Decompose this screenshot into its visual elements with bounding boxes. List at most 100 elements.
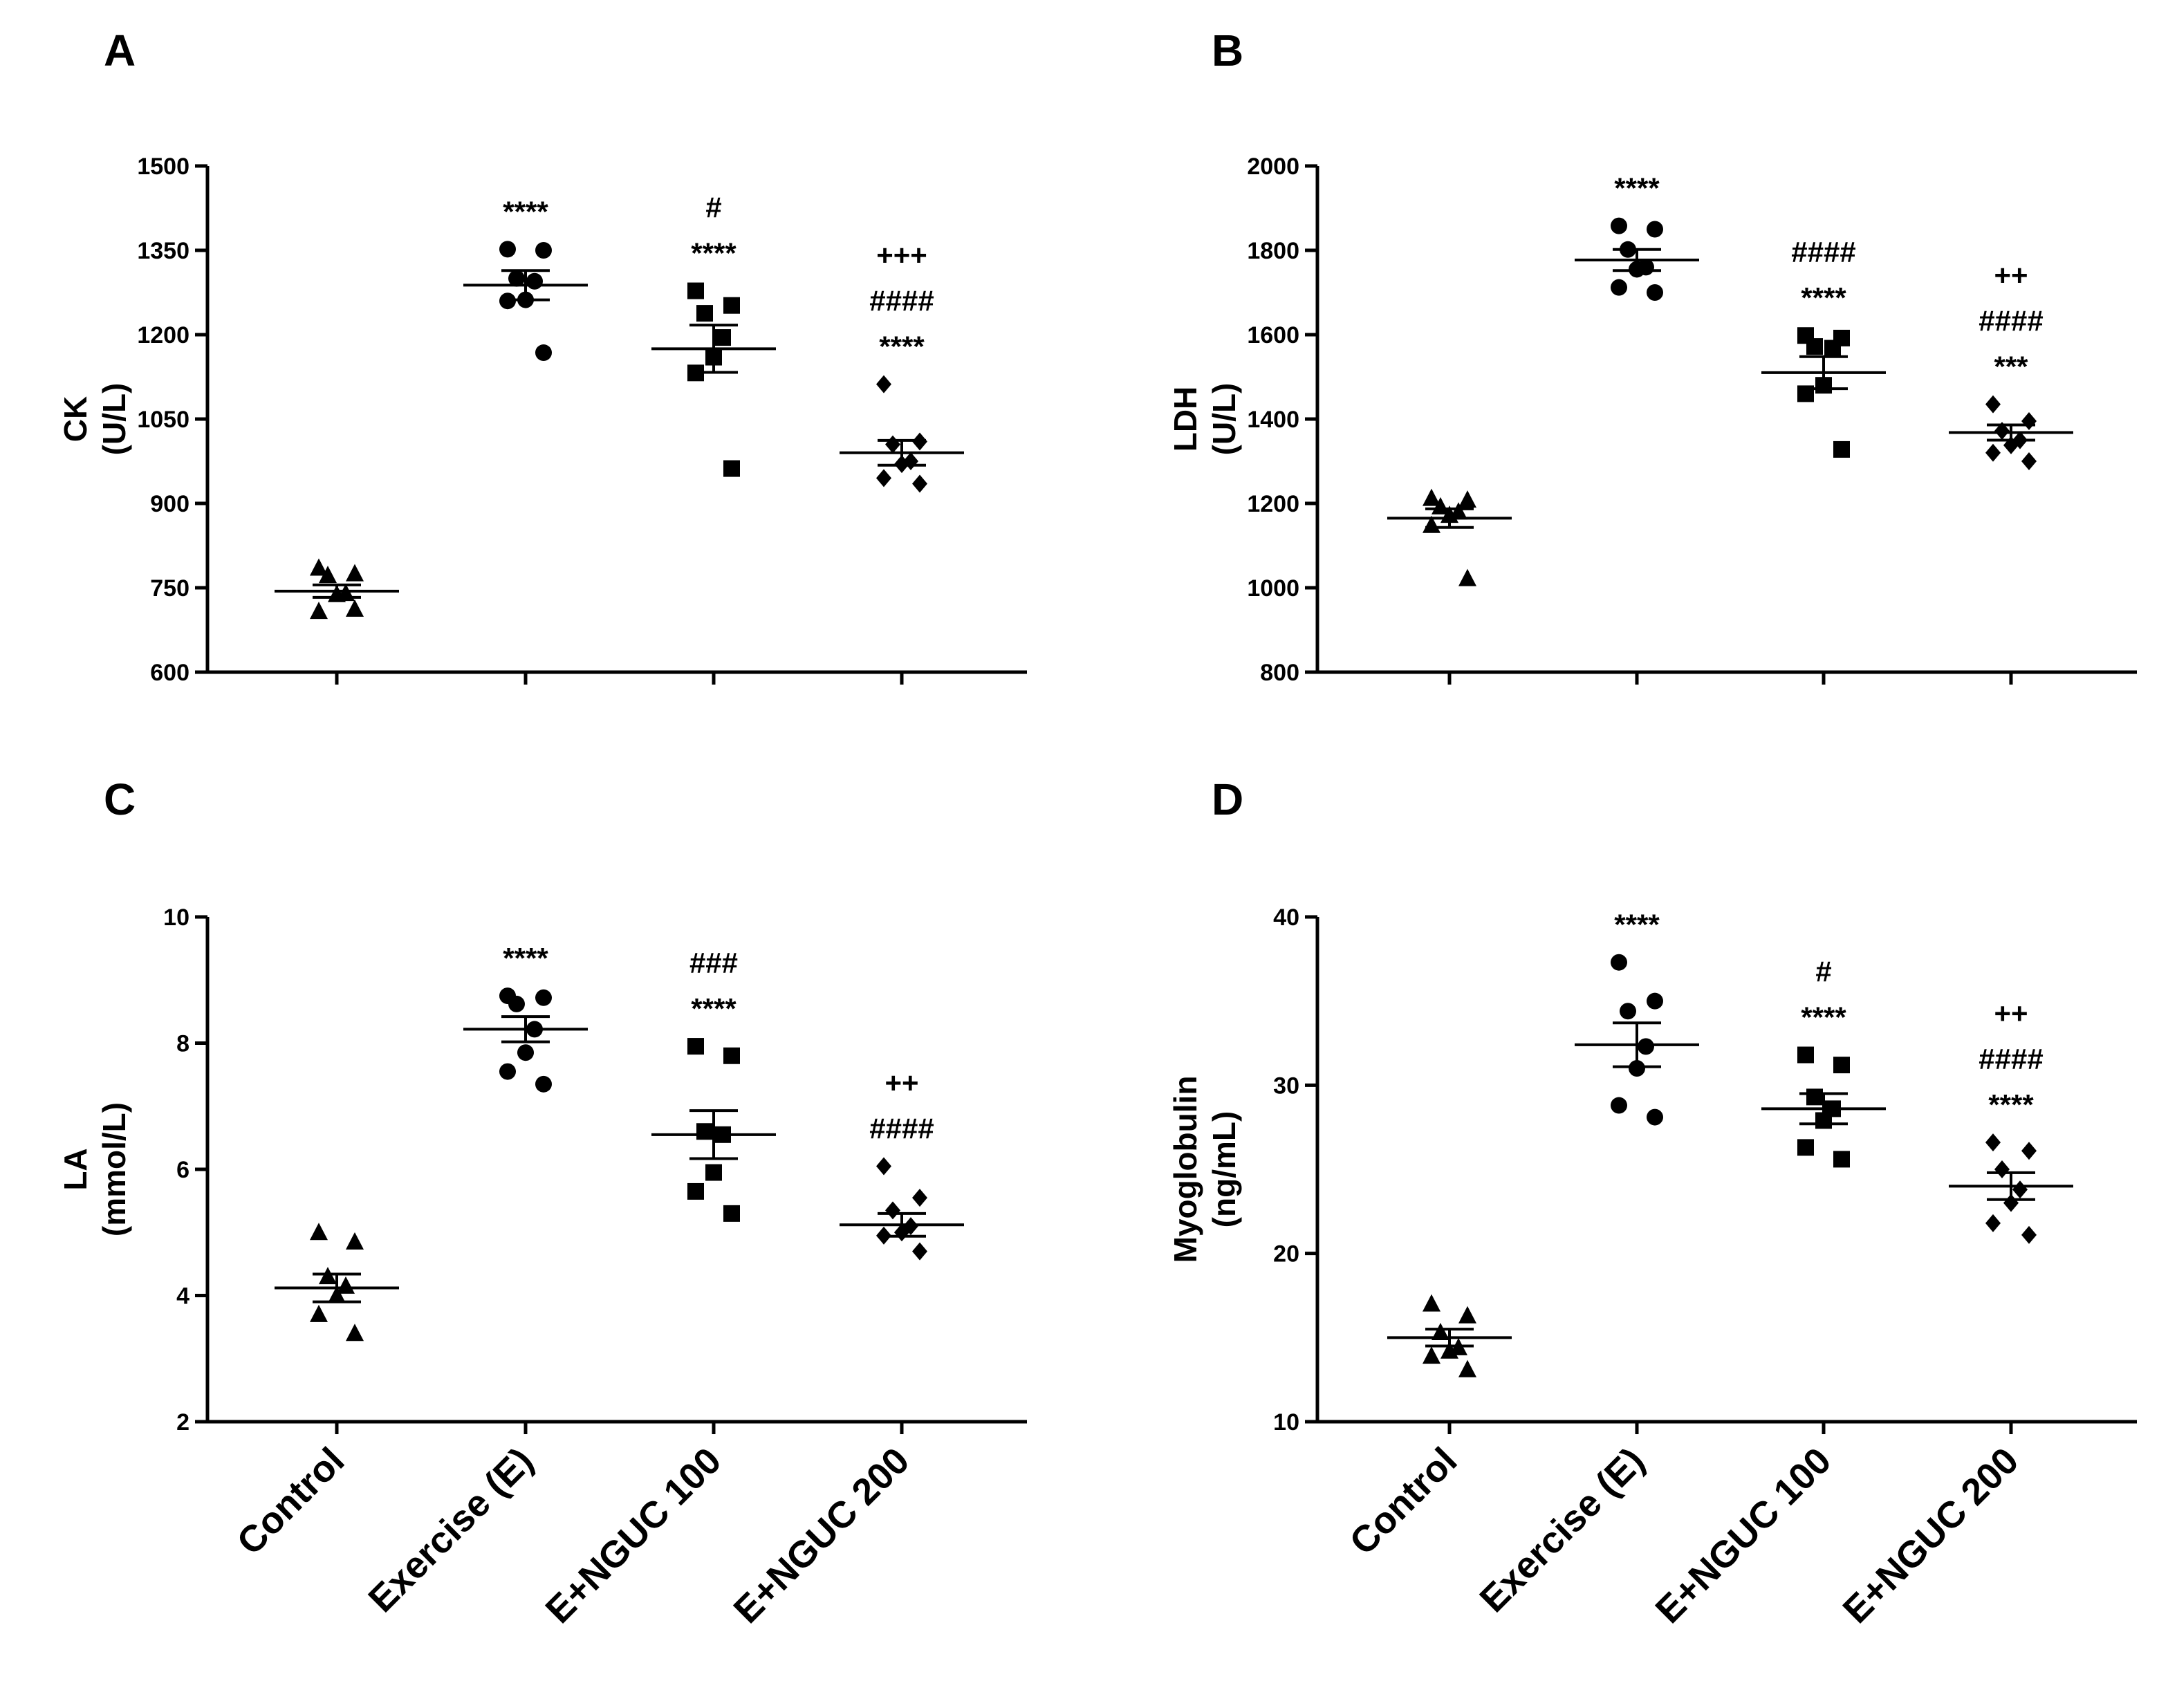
group-3: **** ### E+NGUC 100 bbox=[538, 947, 776, 1631]
data-point bbox=[1994, 422, 2010, 440]
data-point bbox=[687, 1038, 704, 1055]
y-axis-label-line1: Myoglobulin bbox=[1167, 1076, 1203, 1263]
group-1 bbox=[1387, 488, 1512, 685]
x-category-label: Exercise (E) bbox=[360, 1440, 541, 1620]
data-point bbox=[876, 469, 891, 488]
data-point bbox=[1985, 1133, 2001, 1152]
group-4: #### ++ E+NGUC 200 bbox=[726, 1066, 964, 1631]
data-point bbox=[535, 1075, 552, 1093]
y-tick-label: 1000 bbox=[1247, 575, 1299, 602]
y-axis-label: LA(mmol/L) bbox=[57, 1102, 132, 1236]
data-point bbox=[1423, 1294, 1440, 1312]
y-axis-label-line2: (U/L) bbox=[1206, 383, 1242, 456]
group-1 bbox=[275, 558, 399, 685]
significance-label: ++ bbox=[1994, 259, 2028, 292]
data-point bbox=[1423, 1346, 1440, 1364]
data-point bbox=[1833, 1151, 1850, 1168]
data-point bbox=[346, 1324, 364, 1342]
panel-letter: C bbox=[104, 774, 136, 824]
y-axis-label: LDH(U/L) bbox=[1167, 383, 1242, 456]
data-point bbox=[310, 602, 328, 620]
data-point bbox=[517, 1044, 534, 1061]
data-point bbox=[1458, 490, 1476, 508]
x-category-label: Control bbox=[1342, 1440, 1465, 1563]
data-point bbox=[696, 305, 713, 322]
significance-label: **** bbox=[1614, 172, 1660, 205]
group-2: **** Exercise (E) bbox=[360, 942, 588, 1620]
data-point bbox=[526, 272, 543, 290]
data-point bbox=[1994, 1160, 2010, 1178]
group-4: *** #### ++ bbox=[1949, 259, 2073, 685]
y-tick-label: 10 bbox=[1273, 1409, 1299, 1436]
panel-letter: A bbox=[104, 26, 136, 75]
data-point bbox=[1458, 568, 1476, 586]
data-point bbox=[876, 1157, 891, 1176]
data-point bbox=[337, 1276, 355, 1294]
y-tick-label: 600 bbox=[150, 660, 189, 686]
data-point bbox=[1985, 1214, 2001, 1232]
y-axis-label-line1: CK bbox=[57, 396, 93, 442]
significance-label: #### bbox=[1979, 305, 2043, 337]
group-3: **** #### bbox=[1761, 236, 1886, 685]
data-point bbox=[2012, 1180, 2028, 1199]
y-tick-label: 10 bbox=[163, 904, 189, 931]
data-point bbox=[499, 1063, 516, 1080]
data-point bbox=[535, 242, 552, 259]
data-point bbox=[2021, 1225, 2037, 1244]
data-point bbox=[2021, 1142, 2037, 1160]
data-point bbox=[1647, 992, 1663, 1010]
panel-letter: D bbox=[1212, 774, 1243, 824]
y-tick-label: 30 bbox=[1273, 1073, 1299, 1099]
data-point bbox=[1423, 488, 1440, 506]
significance-label: **** bbox=[503, 195, 548, 228]
group-2: **** bbox=[463, 195, 588, 685]
y-tick-label: 20 bbox=[1273, 1241, 1299, 1268]
data-point bbox=[1824, 340, 1841, 357]
y-tick-label: 1600 bbox=[1247, 322, 1299, 349]
x-category-label: E+NGUC 200 bbox=[726, 1440, 918, 1631]
significance-label: **** bbox=[1614, 909, 1660, 941]
data-point bbox=[1611, 1097, 1627, 1114]
significance-label: **** bbox=[691, 237, 736, 270]
panel-d: D 10 20 30 40 Myoglobulin(ng/mL) Control **** Ex… bbox=[1167, 774, 2137, 1631]
y-axis-label: CK(U/L) bbox=[57, 383, 132, 456]
data-point bbox=[1611, 217, 1627, 234]
data-point bbox=[723, 460, 740, 477]
data-point bbox=[310, 558, 328, 576]
y-tick-label: 1350 bbox=[137, 238, 189, 264]
data-point bbox=[346, 599, 364, 617]
data-point bbox=[508, 270, 525, 287]
significance-label: **** bbox=[1988, 1088, 2034, 1121]
y-axis-label-line1: LDH bbox=[1167, 387, 1203, 452]
data-point bbox=[1985, 443, 2001, 462]
significance-label: **** bbox=[1801, 1001, 1846, 1034]
data-point bbox=[696, 1123, 713, 1140]
panel-a: A6007509001050120013501500CK(U/L)*******… bbox=[57, 26, 1027, 686]
data-point bbox=[1629, 1060, 1645, 1077]
data-point bbox=[723, 297, 740, 314]
significance-label: #### bbox=[869, 285, 934, 317]
data-point bbox=[319, 1267, 337, 1285]
data-point bbox=[1440, 1341, 1458, 1359]
y-tick-label: 8 bbox=[176, 1031, 189, 1057]
significance-label: +++ bbox=[876, 239, 927, 272]
x-category-label: Exercise (E) bbox=[1472, 1440, 1652, 1620]
significance-label: **** bbox=[691, 992, 736, 1025]
significance-label: ### bbox=[689, 947, 738, 979]
data-point bbox=[1647, 221, 1663, 238]
significance-label: # bbox=[705, 192, 721, 224]
data-point bbox=[723, 1205, 740, 1222]
data-point bbox=[885, 1201, 900, 1220]
y-axis-label-line1: LA bbox=[57, 1148, 93, 1190]
data-point bbox=[1985, 395, 2001, 414]
group-2: **** bbox=[1575, 172, 1699, 685]
group-3: **** # E+NGUC 100 bbox=[1648, 956, 1886, 1631]
data-point bbox=[1458, 1306, 1476, 1324]
y-tick-label: 1200 bbox=[137, 322, 189, 349]
data-point bbox=[319, 566, 337, 584]
data-point bbox=[714, 329, 731, 346]
y-tick-label: 1500 bbox=[137, 154, 189, 180]
x-category-label: Control bbox=[229, 1440, 352, 1563]
significance-label: **** bbox=[1801, 281, 1846, 314]
